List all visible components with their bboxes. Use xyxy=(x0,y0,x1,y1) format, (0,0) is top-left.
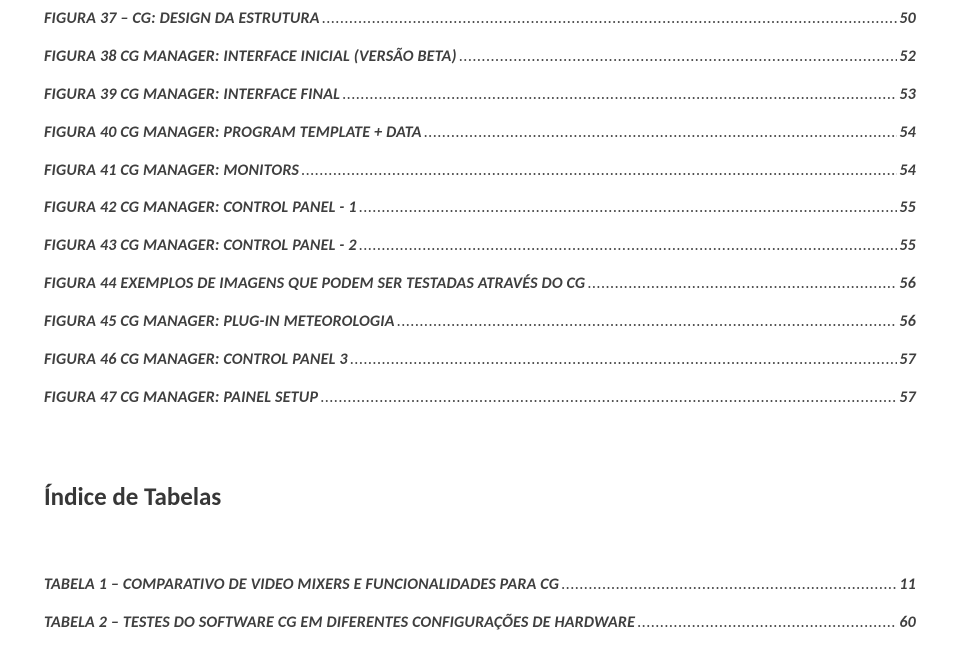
table-entry: TABELA 1 – COMPARATIVO DE VIDEO MIXERS E… xyxy=(44,576,916,594)
figure-label: FIGURA 43 CG MANAGER: CONTROL PANEL - 2 xyxy=(44,237,357,255)
table-page: 11 xyxy=(899,576,916,594)
figure-entry: FIGURA 41 CG MANAGER: MONITORS 54 xyxy=(44,162,916,180)
figure-page: 57 xyxy=(899,389,916,407)
table-label: TABELA 2 – TESTES DO SOFTWARE CG EM DIFE… xyxy=(44,614,635,632)
figure-label: FIGURA 39 CG MANAGER: INTERFACE FINAL xyxy=(44,86,340,104)
figure-page: 56 xyxy=(899,313,916,331)
document-page: FIGURA 37 – CG: DESIGN DA ESTRUTURA 50 F… xyxy=(0,0,960,646)
toc-leader-dots xyxy=(637,614,897,632)
figure-page: 53 xyxy=(899,86,916,104)
tables-heading: Índice de Tabelas xyxy=(44,481,916,512)
toc-leader-dots xyxy=(301,162,897,180)
table-entry: TABELA 2 – TESTES DO SOFTWARE CG EM DIFE… xyxy=(44,614,916,632)
toc-leader-dots xyxy=(459,48,898,66)
figure-entry: FIGURA 39 CG MANAGER: INTERFACE FINAL 53 xyxy=(44,86,916,104)
figure-page: 57 xyxy=(899,351,916,369)
figure-entry: FIGURA 38 CG MANAGER: INTERFACE INICIAL … xyxy=(44,48,916,66)
figure-entry: FIGURA 46 CG MANAGER: CONTROL PANEL 3 57 xyxy=(44,351,916,369)
toc-leader-dots xyxy=(587,275,897,293)
toc-leader-dots xyxy=(561,576,897,594)
figure-label: FIGURA 45 CG MANAGER: PLUG-IN METEOROLOG… xyxy=(44,313,395,331)
figure-page: 56 xyxy=(899,275,916,293)
figure-entry: FIGURA 37 – CG: DESIGN DA ESTRUTURA 50 xyxy=(44,10,916,28)
toc-leader-dots xyxy=(350,351,898,369)
figure-label: FIGURA 41 CG MANAGER: MONITORS xyxy=(44,162,299,180)
toc-leader-dots xyxy=(397,313,898,331)
toc-leader-dots xyxy=(424,124,898,142)
figure-label: FIGURA 37 – CG: DESIGN DA ESTRUTURA xyxy=(44,10,320,28)
figure-label: FIGURA 47 CG MANAGER: PAINEL SETUP xyxy=(44,389,318,407)
table-label: TABELA 1 – COMPARATIVO DE VIDEO MIXERS E… xyxy=(44,576,559,594)
figure-page: 55 xyxy=(899,237,916,255)
figure-entry: FIGURA 40 CG MANAGER: PROGRAM TEMPLATE +… xyxy=(44,124,916,142)
figure-entry: FIGURA 47 CG MANAGER: PAINEL SETUP 57 xyxy=(44,389,916,407)
figure-entry: FIGURA 43 CG MANAGER: CONTROL PANEL - 2 … xyxy=(44,237,916,255)
figure-label: FIGURA 40 CG MANAGER: PROGRAM TEMPLATE +… xyxy=(44,124,422,142)
toc-leader-dots xyxy=(342,86,897,104)
toc-leader-dots xyxy=(320,389,897,407)
figure-page: 52 xyxy=(899,48,916,66)
figure-label: FIGURA 38 CG MANAGER: INTERFACE INICIAL … xyxy=(44,48,457,66)
figure-page: 54 xyxy=(899,124,916,142)
toc-leader-dots xyxy=(359,237,898,255)
toc-leader-dots xyxy=(359,199,898,217)
figure-label: FIGURA 46 CG MANAGER: CONTROL PANEL 3 xyxy=(44,351,348,369)
figure-label: FIGURA 44 EXEMPLOS DE IMAGENS QUE PODEM … xyxy=(44,275,585,293)
figure-entry: FIGURA 42 CG MANAGER: CONTROL PANEL - 1 … xyxy=(44,199,916,217)
table-page: 60 xyxy=(899,614,916,632)
figure-entry: FIGURA 44 EXEMPLOS DE IMAGENS QUE PODEM … xyxy=(44,275,916,293)
figure-page: 50 xyxy=(899,10,916,28)
figure-page: 54 xyxy=(899,162,916,180)
figure-label: FIGURA 42 CG MANAGER: CONTROL PANEL - 1 xyxy=(44,199,357,217)
figure-page: 55 xyxy=(899,199,916,217)
toc-leader-dots xyxy=(322,10,898,28)
figure-entry: FIGURA 45 CG MANAGER: PLUG-IN METEOROLOG… xyxy=(44,313,916,331)
